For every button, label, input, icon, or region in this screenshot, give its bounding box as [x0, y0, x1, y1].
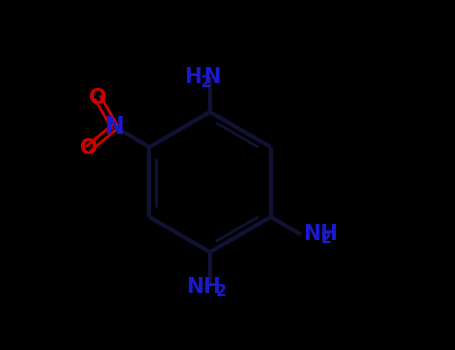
Text: O: O	[89, 88, 107, 108]
Text: NH: NH	[303, 224, 338, 245]
Text: N: N	[203, 67, 220, 87]
Text: N: N	[105, 115, 124, 139]
Text: 2: 2	[216, 284, 227, 299]
Text: O: O	[80, 138, 98, 158]
Text: 2: 2	[200, 75, 211, 90]
Text: NH: NH	[186, 277, 220, 297]
Text: H: H	[184, 67, 201, 87]
Text: 2: 2	[321, 231, 332, 246]
